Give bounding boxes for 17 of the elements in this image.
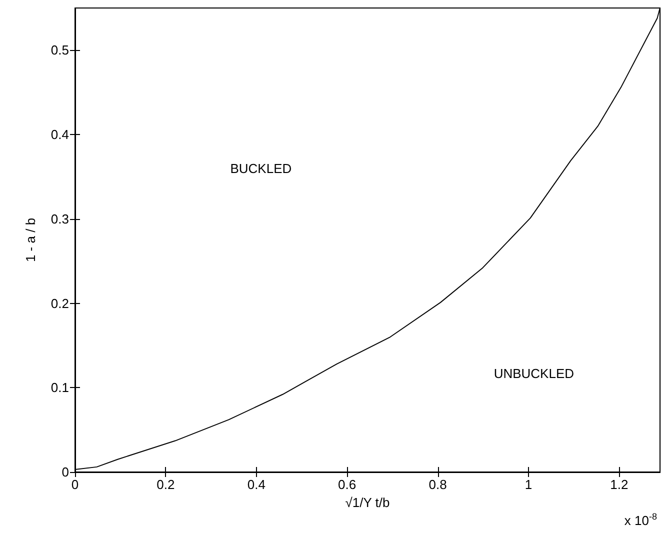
x-tick-label: 0.8	[428, 477, 447, 492]
x-axis-title: √1/Y t/b	[345, 495, 390, 510]
annotation: BUCKLED	[230, 160, 292, 176]
y-tick-label: 0.4	[50, 127, 69, 142]
y-axis-title: 1 - a / b	[23, 218, 38, 262]
x-tick-label: 1	[524, 477, 532, 492]
y-tick-label: 0.5	[50, 42, 69, 58]
annotation: UNBUCKLED	[494, 366, 574, 381]
x-tick-label: 1.2	[610, 477, 628, 492]
y-tick-label: 0.3	[50, 211, 69, 226]
y-tick-label: 0.2	[50, 296, 69, 311]
x-tick-label: 0.6	[338, 477, 356, 492]
x-tick-label: 0.2	[156, 477, 175, 492]
y-tick-label: 0.1	[50, 380, 69, 396]
x-tick-label: 0.4	[247, 477, 266, 492]
x-tick-label: 0	[71, 477, 79, 492]
y-tick-label: 0	[62, 464, 69, 480]
